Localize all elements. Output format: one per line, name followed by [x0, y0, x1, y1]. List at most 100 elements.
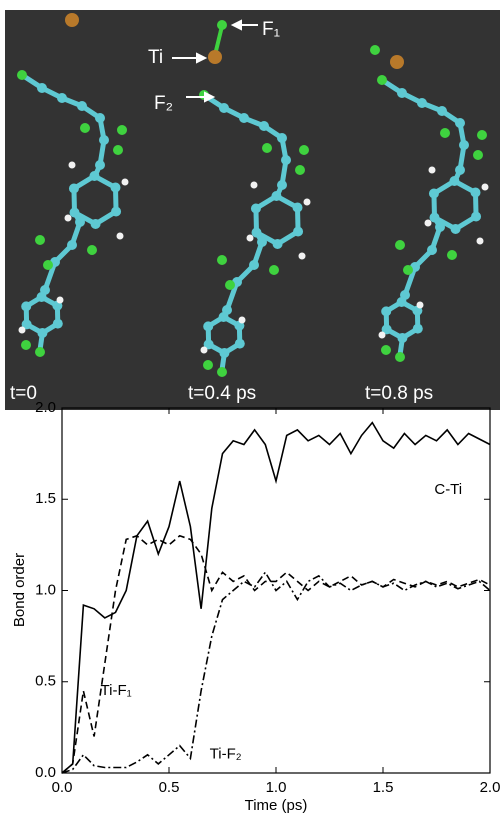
- atom: [471, 212, 481, 222]
- atom-label: Ti: [148, 47, 163, 68]
- atom: [37, 83, 47, 93]
- time-label: t=0: [10, 383, 37, 404]
- atom: [87, 245, 97, 255]
- atom: [449, 176, 459, 186]
- atom-label: F₂: [154, 93, 173, 114]
- atom: [435, 222, 445, 232]
- atom: [293, 227, 303, 237]
- atom: [201, 347, 208, 354]
- atom: [19, 327, 26, 334]
- atom: [299, 145, 309, 155]
- atom: [217, 255, 227, 265]
- atom: [252, 227, 262, 237]
- atom: [80, 123, 90, 133]
- x-tick-label: 2.0: [480, 779, 501, 796]
- atom: [470, 188, 480, 198]
- atom: [425, 220, 432, 227]
- atom: [397, 333, 407, 343]
- atom: [75, 217, 85, 227]
- atom: [295, 165, 305, 175]
- atom: [417, 302, 424, 309]
- atom: [429, 167, 436, 174]
- atom: [299, 253, 306, 260]
- atom: [257, 237, 267, 247]
- atom: [249, 260, 259, 270]
- atom: [381, 345, 391, 355]
- atom: [117, 233, 124, 240]
- atom: [451, 224, 461, 234]
- atom: [35, 235, 45, 245]
- atom-label: F₁: [262, 19, 280, 40]
- atom: [70, 207, 80, 217]
- time-label: t=0.4 ps: [188, 383, 256, 404]
- atom: [277, 133, 287, 143]
- atom: [397, 88, 407, 98]
- atom: [430, 212, 440, 222]
- atom: [235, 339, 245, 349]
- atom: [225, 280, 235, 290]
- atom: [417, 98, 427, 108]
- atom: [95, 113, 105, 123]
- atom: [251, 182, 258, 189]
- atom: [99, 135, 109, 145]
- atom: [208, 50, 222, 64]
- atom: [273, 239, 283, 249]
- atom: [370, 45, 380, 55]
- atom: [77, 101, 87, 111]
- atom: [65, 215, 72, 222]
- atom: [117, 125, 127, 135]
- x-tick-label: 0.0: [52, 779, 73, 796]
- atom: [440, 128, 450, 138]
- atom: [95, 160, 105, 170]
- atom: [477, 130, 487, 140]
- atom: [57, 297, 64, 304]
- atom: [473, 150, 483, 160]
- atom: [17, 70, 27, 80]
- atom: [217, 367, 227, 377]
- series-label: Ti-F₂: [210, 746, 242, 763]
- atom: [447, 250, 457, 260]
- atom: [379, 332, 386, 339]
- atom: [122, 179, 129, 186]
- x-axis-label: Time (ps): [245, 797, 308, 814]
- atom: [390, 55, 404, 69]
- atom: [477, 238, 484, 245]
- atom: [65, 13, 79, 27]
- atom: [35, 347, 45, 357]
- atom: [381, 306, 391, 316]
- atom: [217, 20, 227, 30]
- atom: [482, 184, 489, 191]
- x-tick-label: 1.5: [373, 779, 394, 796]
- atom: [292, 203, 302, 213]
- atom: [69, 183, 79, 193]
- atom: [429, 188, 439, 198]
- atom: [21, 301, 31, 311]
- atom: [262, 143, 272, 153]
- atom: [111, 207, 121, 217]
- atom: [222, 305, 232, 315]
- y-tick-label: 1.5: [35, 490, 56, 507]
- series-line: [62, 572, 490, 773]
- series-label: C-Ti: [434, 481, 462, 498]
- series-line: [62, 423, 490, 773]
- atom: [69, 162, 76, 169]
- atom: [395, 240, 405, 250]
- atom: [304, 199, 311, 206]
- atom: [400, 290, 410, 300]
- atom: [89, 171, 99, 181]
- atom: [203, 360, 213, 370]
- atom: [21, 340, 31, 350]
- atom: [271, 191, 281, 201]
- x-tick-label: 1.0: [266, 779, 287, 796]
- atom: [403, 265, 413, 275]
- atom: [437, 106, 447, 116]
- atom: [91, 219, 101, 229]
- atom: [113, 145, 123, 155]
- y-tick-label: 1.0: [35, 581, 56, 598]
- figure: t=0 t=0.4 ps t=0.8 ps Ti F₁ F₂ Time (ps)…: [0, 0, 503, 826]
- atom: [40, 285, 50, 295]
- atom: [277, 180, 287, 190]
- atom: [239, 113, 249, 123]
- atom: [281, 155, 291, 165]
- atom: [110, 183, 120, 193]
